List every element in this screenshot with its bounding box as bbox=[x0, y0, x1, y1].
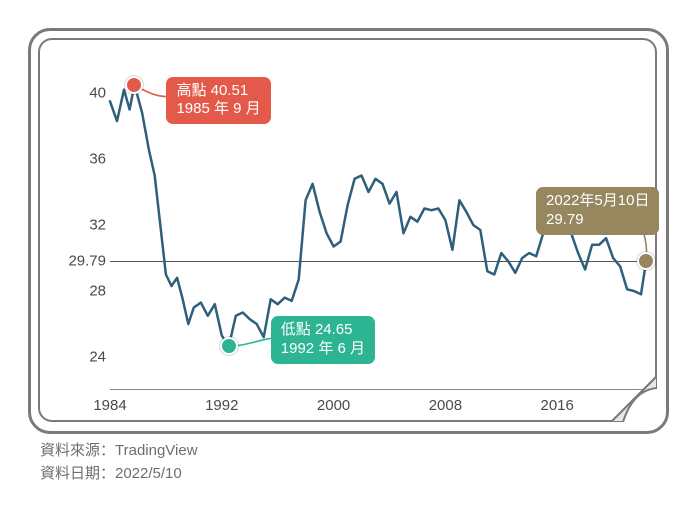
current-annotation: 2022年5月10日 29.79 bbox=[536, 187, 659, 235]
footer: 資料來源：TradingView 資料日期：2022/5/10 bbox=[40, 440, 198, 485]
low-annotation-line2: 1992 年 6 月 bbox=[281, 340, 365, 357]
xtick-label: 2008 bbox=[429, 397, 462, 414]
date-label: 資料日期：2022/5/10 bbox=[40, 463, 198, 486]
current-annotation-line2: 29.79 bbox=[546, 211, 584, 228]
high-annotation: 高點 40.51 1985 年 9 月 bbox=[166, 77, 270, 125]
ytick-label: 32 bbox=[66, 217, 106, 234]
chart-plot-area: 40 36 32 29.79 28 24 1984 1992 2000 2008… bbox=[110, 60, 655, 390]
current-point-marker bbox=[637, 252, 655, 270]
current-annotation-line1: 2022年5月10日 bbox=[546, 192, 649, 209]
xtick-label: 2000 bbox=[317, 397, 350, 414]
ytick-label: 36 bbox=[66, 151, 106, 168]
ytick-label: 29.79 bbox=[66, 253, 106, 270]
page-curl-icon bbox=[611, 376, 657, 422]
source-label: 資料來源：TradingView bbox=[40, 440, 198, 463]
low-annotation: 低點 24.65 1992 年 6 月 bbox=[271, 316, 375, 364]
chart-frame-inner: 40 36 32 29.79 28 24 1984 1992 2000 2008… bbox=[38, 38, 657, 422]
low-point-marker bbox=[220, 337, 238, 355]
ytick-label: 40 bbox=[66, 85, 106, 102]
xtick-label: 1984 bbox=[93, 397, 126, 414]
low-annotation-line1: 低點 24.65 bbox=[281, 321, 353, 338]
ytick-label: 28 bbox=[66, 283, 106, 300]
high-annotation-line1: 高點 40.51 bbox=[176, 82, 248, 99]
xtick-label: 2016 bbox=[540, 397, 573, 414]
ytick-label: 24 bbox=[66, 349, 106, 366]
high-point-marker bbox=[125, 76, 143, 94]
high-annotation-line2: 1985 年 9 月 bbox=[176, 100, 260, 117]
xtick-label: 1992 bbox=[205, 397, 238, 414]
